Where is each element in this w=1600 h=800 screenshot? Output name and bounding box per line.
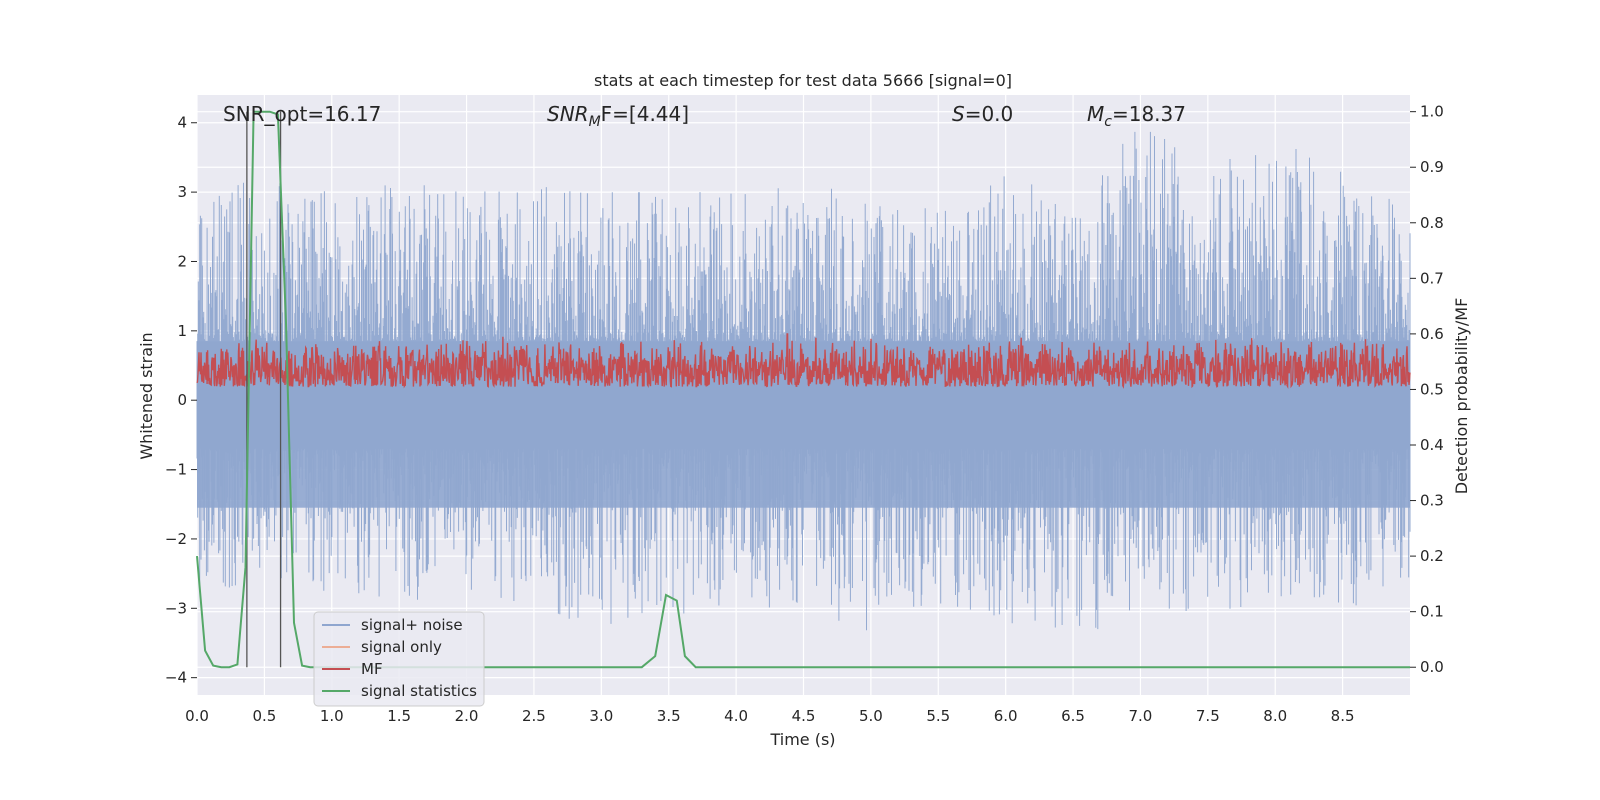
snr-mf-subscript: M bbox=[589, 114, 601, 130]
y-right-tick-label: 1.0 bbox=[1420, 103, 1444, 121]
y-right-tick-label: 0.2 bbox=[1420, 547, 1444, 565]
snr-mf-name: SNR bbox=[547, 102, 589, 126]
mc-value: =18.37 bbox=[1112, 102, 1186, 126]
x-tick-label: 3.0 bbox=[589, 707, 613, 725]
legend-label-mf: MF bbox=[361, 660, 383, 678]
y-right-tick-label: 0.6 bbox=[1420, 325, 1444, 343]
y-left-tick-label: 2 bbox=[177, 252, 187, 270]
y-right-tick-label: 0.7 bbox=[1420, 269, 1444, 287]
mf-series bbox=[196, 333, 1411, 390]
x-tick-label: 0.5 bbox=[252, 707, 276, 725]
x-axis-label: Time (s) bbox=[769, 730, 835, 749]
y-axis-right-label: Detection probability/MF bbox=[1452, 298, 1471, 495]
x-tick-label: 6.0 bbox=[994, 707, 1018, 725]
signal-statistics-series bbox=[196, 110, 1410, 669]
chart-title: stats at each timestep for test data 566… bbox=[594, 71, 1012, 90]
y-left-tick-label: −4 bbox=[165, 669, 187, 687]
x-tick-label: 2.0 bbox=[455, 707, 479, 725]
y-right-tick-label: 0.9 bbox=[1420, 158, 1444, 176]
y-left-tick-label: 3 bbox=[177, 183, 187, 201]
x-tick-label: 7.5 bbox=[1196, 707, 1220, 725]
x-tick-label: 4.5 bbox=[792, 707, 816, 725]
s-value: =0.0 bbox=[965, 102, 1014, 126]
s-name: S bbox=[952, 102, 965, 126]
x-tick-label: 1.5 bbox=[387, 707, 411, 725]
x-tick-label: 7.0 bbox=[1129, 707, 1153, 725]
y-right-tick-label: 0.1 bbox=[1420, 603, 1444, 621]
s-annotation: S=0.0 bbox=[952, 102, 1013, 126]
mc-name: M bbox=[1087, 102, 1104, 126]
mf-line bbox=[196, 333, 1411, 390]
snr-mf-annotation: SNRMF=[4.44] bbox=[547, 102, 689, 130]
y-left-tick-label: −3 bbox=[165, 599, 187, 617]
legend-box bbox=[313, 611, 485, 707]
x-tick-label: 2.5 bbox=[522, 707, 546, 725]
mc-subscript: c bbox=[1104, 114, 1112, 130]
legend-label-signal-noise: signal+ noise bbox=[361, 616, 463, 634]
snr-opt-annotation: SNR_opt=16.17 bbox=[223, 102, 381, 126]
x-tick-label: 5.5 bbox=[926, 707, 950, 725]
y-left-tick-label: 1 bbox=[177, 322, 187, 340]
x-tick-label: 8.0 bbox=[1263, 707, 1287, 725]
x-axis-ticks: 0.0 0.5 1.0 1.5 2.0 2.5 3.0 3.5 4.0 4.5 5.0 5.5 6.0 6… bbox=[185, 707, 1354, 725]
x-tick-label: 8.5 bbox=[1331, 707, 1355, 725]
y-axis-left-label: Whitened strain bbox=[137, 332, 156, 459]
x-tick-label: 6.5 bbox=[1061, 707, 1085, 725]
y-left-tick-label: −1 bbox=[165, 461, 187, 479]
y-left-tick-label: 4 bbox=[177, 114, 187, 132]
y-axis-right-ticks: 0.0 0.1 0.2 0.3 0.4 0.5 0.6 0.7 0.8 0.9 1.0 bbox=[1410, 103, 1444, 676]
x-tick-label: 4.0 bbox=[724, 707, 748, 725]
legend: signal+ noise signal only MF signal stat… bbox=[313, 611, 485, 707]
y-right-tick-label: 0.5 bbox=[1420, 380, 1444, 398]
x-tick-label: 0.0 bbox=[185, 707, 209, 725]
legend-label-signal-statistics: signal statistics bbox=[361, 682, 477, 700]
y-right-tick-label: 0.4 bbox=[1420, 436, 1444, 454]
y-right-tick-label: 0.8 bbox=[1420, 214, 1444, 232]
snr-mf-value: F=[4.44] bbox=[601, 102, 689, 126]
y-left-tick-label: 0 bbox=[177, 391, 187, 409]
x-tick-label: 3.5 bbox=[657, 707, 681, 725]
y-right-tick-label: 0.3 bbox=[1420, 492, 1444, 510]
y-right-tick-label: 0.0 bbox=[1420, 658, 1444, 676]
y-axis-left-ticks: −4 −3 −2 −1 0 1 2 3 4 bbox=[165, 114, 197, 687]
legend-label-signal-only: signal only bbox=[361, 638, 442, 656]
x-tick-label: 1.0 bbox=[320, 707, 344, 725]
mc-annotation: Mc=18.37 bbox=[1087, 102, 1186, 130]
x-tick-label: 5.0 bbox=[859, 707, 883, 725]
signal-statistics-line bbox=[196, 110, 1410, 669]
y-left-tick-label: −2 bbox=[165, 530, 187, 548]
